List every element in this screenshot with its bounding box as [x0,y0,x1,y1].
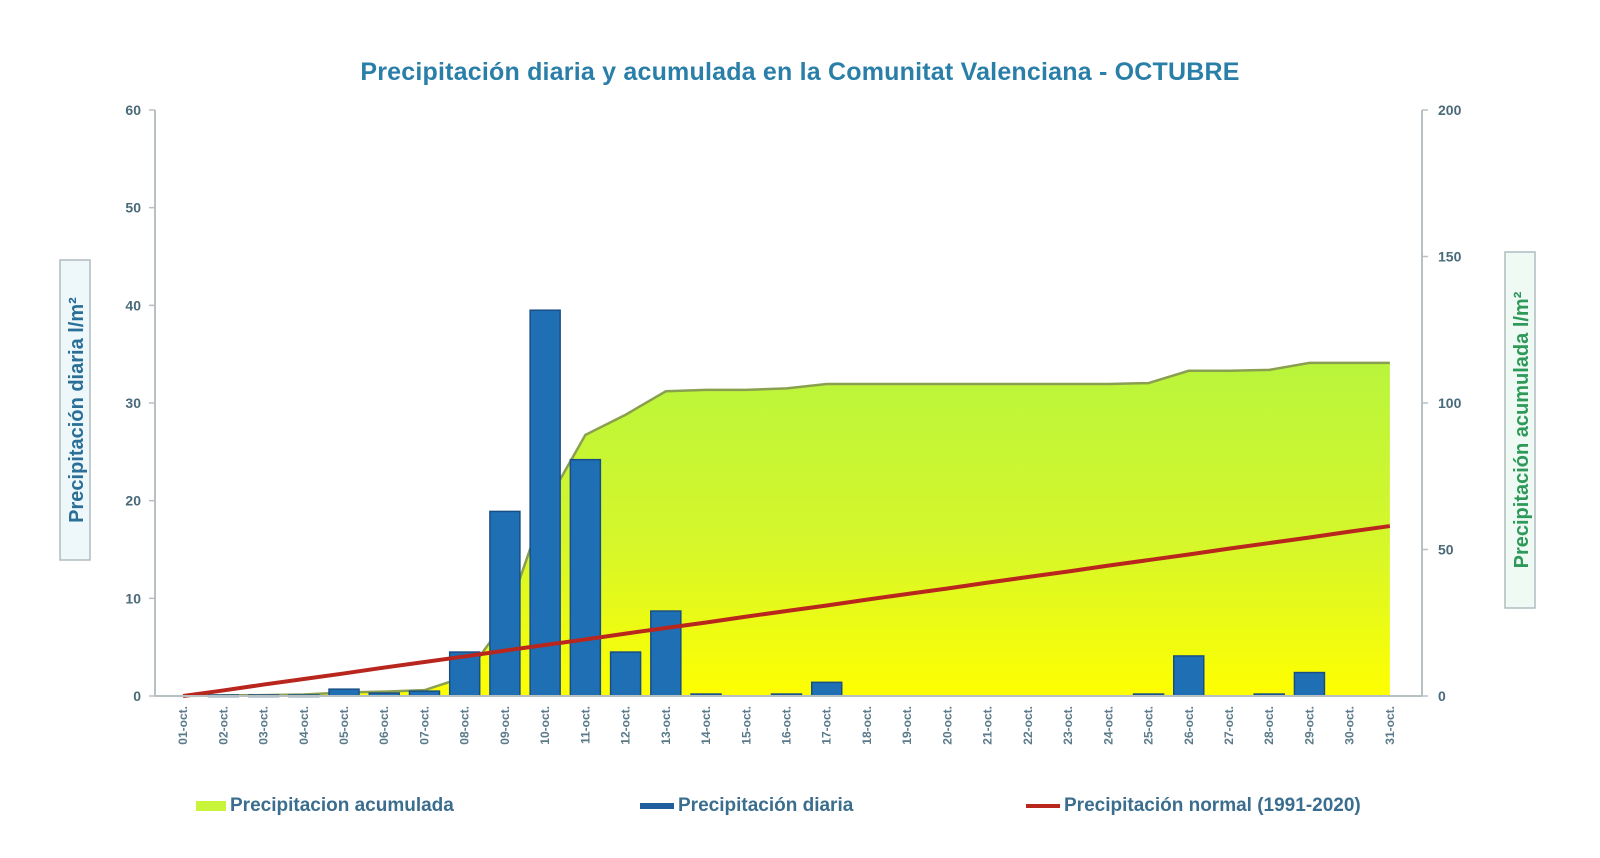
accumulated-swatch-icon [196,801,226,811]
left-tick-label: 30 [125,395,141,411]
x-tick-label: 01-oct. [176,706,190,745]
left-tick-label: 10 [125,590,141,606]
daily-bar [650,610,682,697]
right-tick-label: 150 [1438,249,1462,265]
accumulated-area [183,362,1390,696]
x-tick-label: 08-oct. [458,706,472,745]
left-tick-label: 40 [125,297,141,313]
x-tick-label: 02-oct. [216,706,230,745]
legend-item-accumulated: Precipitacion acumulada [196,795,454,817]
svg-text:Precipitación acumulada l/m²: Precipitación acumulada l/m² [1511,291,1533,568]
daily-bar [529,309,561,697]
x-tick-label: 18-oct. [860,706,874,745]
x-tick-label: 15-oct. [739,706,753,745]
x-tick-label: 29-oct. [1302,706,1316,745]
x-tick-label: 04-oct. [297,706,311,745]
x-tick-label: 10-oct. [538,706,552,745]
right-tick-label: 50 [1438,542,1454,558]
x-tick-label: 21-oct. [981,706,995,745]
x-tick-label: 09-oct. [498,706,512,745]
x-tick-label: 30-oct. [1343,706,1357,745]
daily-bar [810,681,843,697]
x-tick-label: 06-oct. [377,706,391,745]
daily-bar [1293,671,1326,697]
chart-title: Precipitación diaria y acumulada en la C… [360,58,1240,86]
right-axis-title: Precipitación acumulada l/m² [1504,251,1536,609]
legend-item-daily: Precipitación diaria [640,795,853,817]
left-tick-label: 50 [125,200,141,216]
right-tick-label: 200 [1438,102,1462,118]
x-tick-label: 19-oct. [900,706,914,745]
x-tick-label: 07-oct. [417,706,431,745]
left-tick-label: 0 [133,688,141,704]
x-tick-label: 28-oct. [1262,706,1276,745]
x-tick-label: 05-oct. [337,706,351,745]
accumulated-outline [183,361,1390,698]
x-tick-label: 13-oct. [659,706,673,745]
daily-bar [1173,655,1205,697]
daily-swatch-icon [640,803,674,809]
normal-line-swatch-icon [1026,804,1060,808]
x-tick-label: 24-oct. [1101,706,1115,745]
svg-text:Precipitación diaria l/m²: Precipitación diaria l/m² [66,297,88,523]
x-tick-label: 11-oct. [578,706,592,744]
daily-bar [328,688,360,697]
legend-item-normal: Precipitación normal (1991-2020) [1026,795,1361,817]
legend-label-normal: Precipitación normal (1991-2020) [1064,795,1361,816]
x-tick-label: 27-oct. [1222,706,1236,745]
x-tick-label: 31-oct. [1383,706,1397,745]
x-tick-label: 23-oct. [1061,706,1075,745]
x-tick-label: 17-oct. [820,706,834,745]
left-tick-label: 60 [125,102,141,118]
x-tick-label: 16-oct. [780,706,794,745]
right-tick-label: 0 [1438,688,1446,704]
legend-label-daily: Precipitación diaria [678,795,854,816]
x-tick-label: 20-oct. [940,706,954,745]
right-tick-label: 100 [1438,395,1462,411]
daily-bar [569,458,602,697]
x-tick-label: 26-oct. [1182,706,1196,745]
daily-bar [609,651,642,697]
normal-line [182,524,1391,698]
daily-bar [489,510,521,697]
legend-label-accumulated: Precipitacion acumulada [230,795,454,816]
left-axis-title: Precipitación diaria l/m² [59,259,91,561]
left-tick-label: 20 [125,493,141,509]
x-tick-label: 25-oct. [1142,706,1156,745]
x-tick-label: 14-oct. [699,706,713,745]
x-tick-label: 12-oct. [619,706,633,745]
x-tick-label: 22-oct. [1021,706,1035,745]
x-tick-label: 03-oct. [257,706,271,745]
